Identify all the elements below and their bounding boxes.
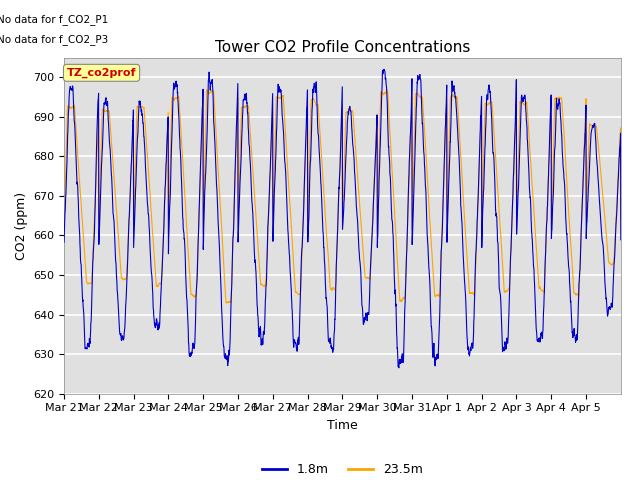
Text: No data for f_CO2_P3: No data for f_CO2_P3: [0, 34, 108, 45]
Legend: 1.8m, 23.5m: 1.8m, 23.5m: [257, 458, 428, 480]
Text: No data for f_CO2_P1: No data for f_CO2_P1: [0, 14, 108, 25]
X-axis label: Time: Time: [327, 419, 358, 432]
Title: Tower CO2 Profile Concentrations: Tower CO2 Profile Concentrations: [214, 40, 470, 55]
Text: TZ_co2prof: TZ_co2prof: [67, 68, 136, 78]
Y-axis label: CO2 (ppm): CO2 (ppm): [15, 192, 28, 260]
